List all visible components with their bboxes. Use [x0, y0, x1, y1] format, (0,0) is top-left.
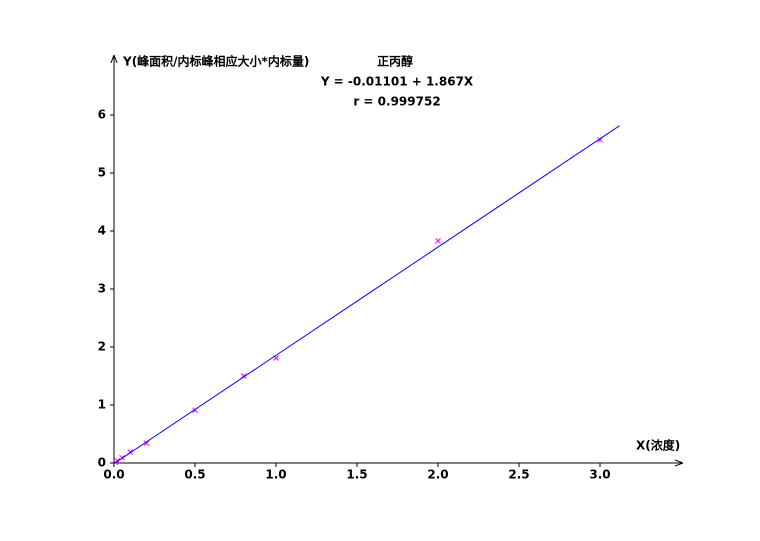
x-tick-label: 3.0 [589, 468, 610, 482]
x-tick-label: 1.5 [346, 468, 367, 482]
chart-title: 正丙醇 [377, 54, 413, 69]
x-axis-label: X(浓度) [636, 438, 680, 453]
y-tick-label: 5 [98, 166, 106, 180]
x-tick-label: 2.0 [427, 468, 448, 482]
y-tick-label: 0 [98, 456, 106, 470]
x-tick-label: 0.5 [184, 468, 205, 482]
x-tick-label: 0.0 [103, 468, 124, 482]
y-tick-label: 1 [98, 398, 106, 412]
correlation: r = 0.999752 [353, 95, 440, 109]
y-tick-label: 6 [98, 108, 106, 122]
y-axis-label: Y(峰面积/内标峰相应大小*内标量) [122, 54, 309, 69]
equation: Y = -0.01101 + 1.867X [320, 75, 474, 89]
x-tick-label: 1.0 [265, 468, 286, 482]
x-tick-label: 2.5 [508, 468, 529, 482]
point [435, 238, 441, 244]
y-tick-label: 4 [98, 224, 106, 238]
fit-line [113, 125, 620, 465]
point [597, 137, 603, 143]
y-tick-label: 2 [98, 340, 106, 354]
point [143, 440, 150, 447]
y-tick-label: 3 [98, 282, 106, 296]
